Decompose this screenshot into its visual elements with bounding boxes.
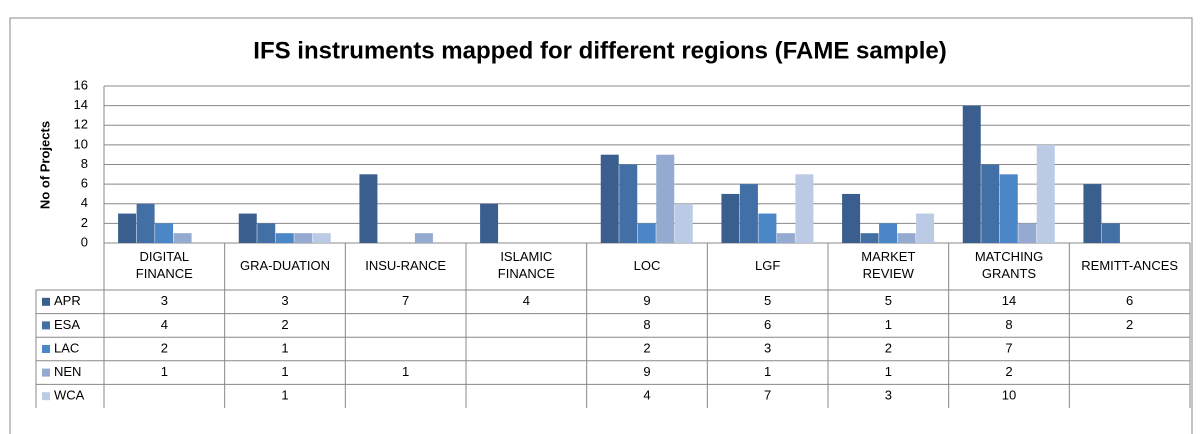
table-value: 4 [643, 388, 650, 403]
table-value: 6 [1126, 293, 1133, 308]
bar [136, 203, 155, 243]
x-tick-label: MARKET REVIEW [861, 249, 915, 281]
table-value: 2 [1005, 364, 1012, 379]
legend-label: WCA [54, 388, 85, 403]
bar [860, 233, 879, 243]
table-value: 3 [885, 388, 892, 403]
table-value: 2 [281, 317, 288, 332]
table-value: 8 [643, 317, 650, 332]
table-value: 3 [281, 293, 288, 308]
table-value: 7 [1005, 340, 1012, 355]
bar [758, 213, 777, 243]
table-value: 6 [764, 317, 771, 332]
x-tick-label: INSU-RANCE [365, 258, 446, 273]
table-value: 7 [764, 388, 771, 403]
y-tick-label: 16 [74, 77, 88, 92]
bar [312, 233, 331, 243]
table-value: 2 [885, 340, 892, 355]
x-tick-label: GRA-DUATION [240, 258, 330, 273]
bar [916, 213, 935, 243]
table-value: 1 [281, 364, 288, 379]
legend-swatch [42, 368, 50, 377]
y-tick-label: 8 [81, 156, 88, 171]
x-tick-label: DIGITAL FINANCE [136, 249, 193, 281]
bar [118, 213, 137, 243]
x-tick-label: LGF [755, 258, 780, 273]
bar [1036, 144, 1055, 243]
table-value: 3 [764, 340, 771, 355]
table-value: 14 [1002, 293, 1016, 308]
bar [962, 105, 981, 243]
legend-label: APR [54, 293, 81, 308]
bar [238, 213, 257, 243]
table-value: 1 [885, 364, 892, 379]
table-value: 9 [643, 364, 650, 379]
table-value: 1 [764, 364, 771, 379]
bar [674, 203, 693, 243]
table-value: 3 [161, 293, 168, 308]
bar [619, 164, 638, 243]
bar [637, 223, 656, 243]
table-value: 2 [161, 340, 168, 355]
table-value: 9 [643, 293, 650, 308]
table-value: 1 [281, 340, 288, 355]
bar [414, 233, 433, 243]
x-tick-label: MATCHING GRANTS [975, 249, 1043, 281]
bar [999, 174, 1018, 243]
y-tick-label: 0 [81, 234, 88, 249]
legend-swatch [42, 321, 50, 330]
table-value: 1 [161, 364, 168, 379]
y-tick-label: 4 [81, 195, 88, 210]
bar [275, 233, 294, 243]
bar [1018, 223, 1037, 243]
bar [981, 164, 1000, 243]
y-tick-label: 10 [74, 136, 88, 151]
table-value: 4 [523, 293, 530, 308]
bar [155, 223, 174, 243]
bar [795, 174, 814, 243]
bar [480, 203, 499, 243]
bar [257, 223, 276, 243]
table-value: 5 [885, 293, 892, 308]
bar [600, 154, 619, 243]
y-tick-label: 14 [74, 97, 88, 112]
x-tick-label: REMITT-ANCES [1081, 258, 1178, 273]
bar [721, 193, 740, 243]
bar [879, 223, 898, 243]
legend-swatch [42, 297, 50, 306]
bar [842, 193, 861, 243]
table-value: 10 [1002, 388, 1016, 403]
table-value: 1 [402, 364, 409, 379]
table-value: 1 [885, 317, 892, 332]
bar [1101, 223, 1120, 243]
table-value: 2 [1126, 317, 1133, 332]
legend-swatch [42, 392, 50, 401]
bar [359, 174, 378, 243]
x-tick-label: ISLAMIC FINANCE [498, 249, 555, 281]
table-value: 5 [764, 293, 771, 308]
legend-label: NEN [54, 364, 81, 379]
bar [897, 233, 916, 243]
y-tick-label: 12 [74, 117, 88, 132]
table-value: 8 [1005, 317, 1012, 332]
x-tick-label: LOC [634, 258, 661, 273]
y-tick-label: 2 [81, 215, 88, 230]
table-value: 4 [161, 317, 168, 332]
bar [294, 233, 313, 243]
bar [739, 184, 758, 243]
legend-label: ESA [54, 317, 80, 332]
table-value: 1 [281, 388, 288, 403]
legend-swatch [42, 345, 50, 353]
bar [656, 154, 675, 243]
bar [776, 233, 795, 243]
chart-title: IFS instruments mapped for different reg… [253, 37, 946, 64]
bar [173, 233, 192, 243]
y-tick-label: 6 [81, 176, 88, 191]
bar [1083, 184, 1102, 243]
table-value: 7 [402, 293, 409, 308]
y-axis-title: No of Projects [37, 121, 52, 209]
legend-label: LAC [54, 340, 79, 355]
table-value: 2 [643, 340, 650, 355]
